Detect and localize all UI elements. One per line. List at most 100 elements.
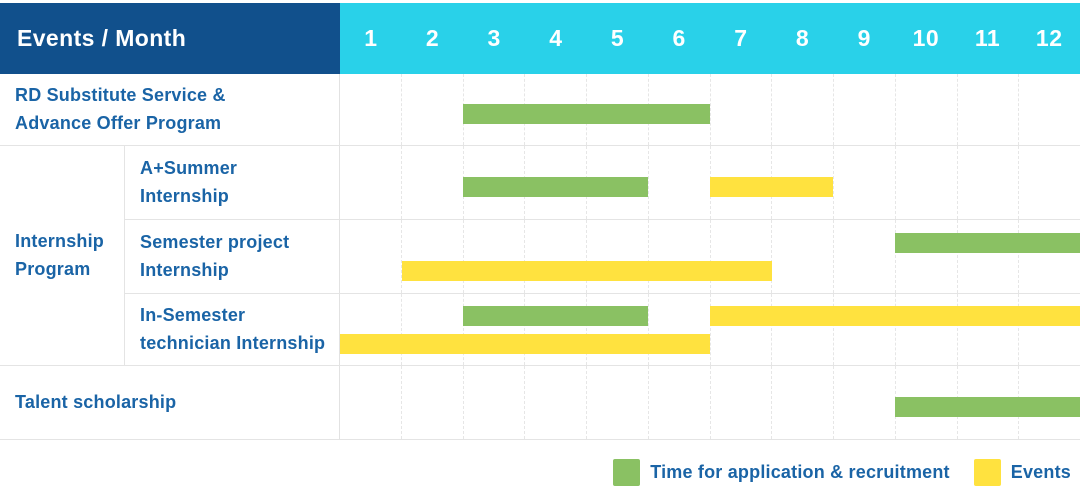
yellow-bar-months-7-12: [710, 305, 1080, 326]
row-label-in-semester: In-Semester technician Internship: [124, 294, 340, 366]
month-header-1: 1: [364, 25, 378, 51]
month-grid-cell: [834, 294, 896, 365]
month-grid-cell: [587, 294, 649, 365]
chart-cell: [340, 220, 1080, 294]
month-grid-cell: [649, 294, 711, 365]
month-grid-cell: [834, 220, 896, 293]
month-grid-cell: [896, 220, 958, 293]
month-header-6: 6: [672, 25, 686, 51]
month-grid-cell: [772, 220, 834, 293]
yellow-bar-months-7-8: [710, 176, 834, 197]
table-row-in-semester: In-Semester technician Internship: [0, 294, 1080, 366]
yellow-bar-months-2-7: [401, 260, 772, 281]
month-grid-cell: [711, 366, 773, 439]
month-grid-cell: [402, 366, 464, 439]
month-grid-cell: [464, 366, 526, 439]
table-header-row: Events / Month 1 2 3 4 5 6 7 8 9 10 11 12: [0, 3, 1080, 74]
month-gridlines: [340, 294, 1080, 365]
month-header-11: 11: [974, 25, 1001, 51]
legend-item-yellow: Events: [973, 459, 1071, 486]
bar-lane: [340, 333, 1080, 354]
month-grid-cell: [958, 294, 1020, 365]
green-bar-months-3-5: [463, 305, 649, 326]
green-bar-months-3-5: [463, 176, 649, 197]
events-month-header-label: Events / Month: [17, 25, 187, 51]
month-grid-cell: [525, 366, 587, 439]
green-bar-months-10-12: [895, 396, 1080, 417]
green-bar-months-10-12: [895, 232, 1080, 253]
month-grid-cell: [834, 74, 896, 145]
table-row-talent-scholarship: Talent scholarship: [0, 366, 1080, 440]
month-grid-cell: [896, 74, 958, 145]
table-row-semester-project: Semester project Internship: [0, 220, 1080, 294]
month-header-5: 5: [610, 25, 625, 51]
month-grid-cell: [772, 146, 834, 219]
bar-lanes: [340, 78, 1080, 149]
month-grid-cell: [340, 366, 402, 439]
table-row-rd-substitute-service: RD Substitute Service & Advance Offer Pr…: [0, 74, 1080, 146]
month-header-7: 7: [734, 25, 748, 51]
month-grid-cell: [958, 220, 1020, 293]
month-grid-cell: [834, 146, 896, 219]
legend-item-green: Time for application & recruitment: [613, 459, 950, 486]
month-grid-cell: [402, 220, 464, 293]
chart-cell: [340, 366, 1080, 440]
month-grid-cell: [772, 366, 834, 439]
gantt-table: Events / Month 1 2 3 4 5 6 7 8 9 10 11 12 RD Substi…: [0, 3, 1080, 440]
yellow-swatch-icon: [973, 459, 1001, 486]
bar-lane: [340, 103, 1080, 124]
bar-lanes: [340, 220, 1080, 293]
month-grid-cell: [464, 294, 526, 365]
legend-label: Events: [1010, 462, 1071, 482]
month-grid-cell: [711, 294, 773, 365]
month-grid-cell: [649, 366, 711, 439]
chart-legend: Time for application & recruitment Events: [613, 459, 1071, 486]
row-label-a-summer: A+Summer Internship: [124, 146, 340, 220]
row-label-rd-substitute-service: RD Substitute Service & Advance Offer Pr…: [0, 74, 340, 146]
month-grid-cell: [402, 294, 464, 365]
bar-lanes: [340, 150, 1080, 223]
month-header-8: 8: [795, 25, 810, 51]
events-month-header: Events / Month: [0, 3, 340, 74]
chart-cell: [340, 74, 1080, 146]
month-grid-cell: [587, 220, 649, 293]
month-grid-cell: [896, 146, 958, 219]
bar-lane: [340, 176, 1080, 197]
month-grid-cell: [772, 294, 834, 365]
month-grid-cell: [340, 220, 402, 293]
table-row-a-summer: A+Summer Internship: [0, 146, 1080, 220]
bar-lane: [340, 260, 1080, 281]
month-grid-cell: [711, 74, 773, 145]
month-header-9: 9: [857, 25, 871, 51]
month-header-4: 4: [549, 25, 563, 51]
gantt-body: RD Substitute Service & Advance Offer Pr…: [0, 74, 1080, 440]
month-header-10: 10: [912, 25, 940, 51]
month-grid-cell: [464, 220, 526, 293]
month-grid-cell: [340, 294, 402, 365]
group-label-internship: Internship Program: [0, 146, 124, 366]
month-grid-cell: [649, 74, 711, 145]
month-grid-cell: [772, 74, 834, 145]
month-header-12: 12: [1035, 25, 1063, 51]
month-grid-cell: [402, 146, 464, 219]
month-gridlines: [340, 220, 1080, 293]
bar-lanes: [340, 370, 1080, 443]
month-grid-cell: [958, 74, 1020, 145]
chart-cell: [340, 146, 1080, 220]
green-bar-months-3-6: [463, 103, 710, 124]
month-grid-cell: [896, 294, 958, 365]
yellow-bar-months-1-6: [340, 333, 710, 354]
month-grid-cell: [649, 220, 711, 293]
month-header-3: 3: [487, 25, 501, 51]
month-grid-cell: [340, 146, 402, 219]
row-label-talent-scholarship: Talent scholarship: [0, 366, 340, 440]
month-grid-cell: [402, 74, 464, 145]
bar-lane: [340, 305, 1080, 326]
month-grid-cell: [340, 74, 402, 145]
bar-lane: [340, 232, 1080, 253]
legend-label: Time for application & recruitment: [650, 462, 950, 482]
month-grid-cell: [711, 220, 773, 293]
month-header-2: 2: [425, 25, 440, 51]
bar-lane: [340, 396, 1080, 417]
